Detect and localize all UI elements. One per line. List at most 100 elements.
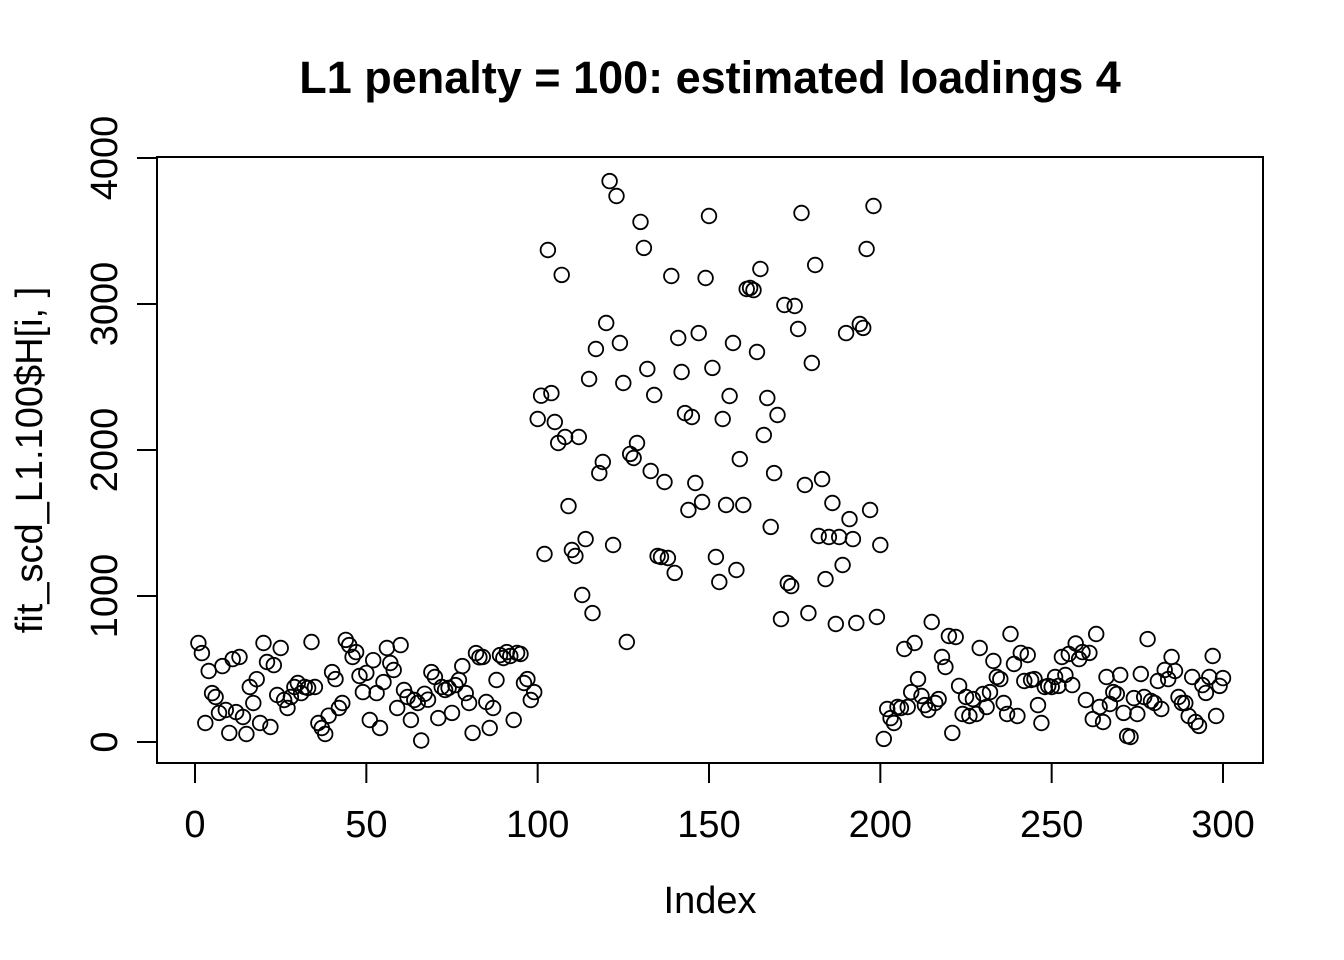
data-point [697, 269, 714, 287]
data-point [635, 239, 653, 257]
data-point [1108, 685, 1126, 703]
data-point [447, 676, 464, 694]
data-point [992, 670, 1009, 688]
data-point [961, 707, 978, 725]
data-point [933, 648, 951, 666]
data-point [683, 408, 701, 426]
data-point [721, 387, 738, 405]
data-point [611, 334, 629, 352]
data-point [646, 386, 663, 404]
data-point [707, 548, 725, 566]
data-point [714, 410, 731, 428]
data-point [735, 496, 752, 514]
data-point [1129, 705, 1146, 723]
data-point [505, 711, 522, 729]
data-point [488, 671, 505, 689]
data-point [670, 329, 687, 347]
data-point [207, 688, 224, 706]
data-point [827, 615, 845, 633]
data-point [841, 510, 858, 528]
data-point [553, 266, 570, 284]
data-point [673, 363, 690, 381]
data-point [385, 661, 402, 679]
data-point [1019, 646, 1036, 664]
data-point [779, 574, 797, 592]
data-point [724, 334, 742, 352]
data-point [690, 324, 707, 342]
data-point [622, 445, 639, 463]
data-point [693, 493, 711, 511]
data-point [772, 610, 790, 628]
data-point [639, 360, 656, 378]
data-point [1012, 644, 1030, 662]
data-point [783, 577, 800, 595]
data-point [652, 548, 670, 566]
data-point [796, 476, 814, 494]
data-point [964, 690, 982, 708]
x-tick-label: 100 [506, 804, 569, 846]
data-point [892, 699, 910, 717]
data-point [251, 714, 269, 732]
data-point [1098, 668, 1115, 686]
data-point [358, 664, 375, 682]
data-point [546, 413, 564, 431]
data-point [807, 256, 824, 274]
data-point [663, 267, 680, 285]
data-point [728, 561, 745, 579]
data-point [1046, 668, 1064, 686]
data-point [950, 677, 968, 695]
x-tick-label: 200 [849, 804, 912, 846]
data-point [1156, 661, 1173, 679]
data-point [512, 645, 529, 663]
data-point [909, 670, 927, 688]
data-point [365, 652, 382, 669]
data-point [1002, 625, 1019, 643]
data-point [906, 634, 923, 652]
data-point [1074, 643, 1091, 661]
x-tick-label: 0 [184, 804, 205, 846]
data-point [769, 406, 786, 424]
y-axis-label: fit_scd_L1.100$H[i, ] [9, 287, 51, 633]
data-point [858, 240, 875, 258]
data-point [327, 670, 344, 688]
y-tick-label: 0 [84, 731, 126, 752]
data-point [1190, 717, 1208, 735]
data-point [423, 663, 440, 681]
data-point [522, 691, 540, 709]
data-point [632, 213, 649, 231]
data-point [1166, 662, 1184, 680]
data-point [337, 631, 355, 649]
data-point [255, 634, 272, 652]
data-point [536, 545, 553, 563]
data-point [567, 547, 584, 565]
data-point [872, 536, 889, 554]
data-point [618, 633, 636, 651]
data-point [580, 370, 598, 388]
data-point [824, 494, 841, 512]
x-tick-label: 150 [677, 804, 740, 846]
data-point [666, 564, 683, 582]
data-point [848, 614, 865, 632]
data-point [1111, 666, 1129, 684]
data-point [844, 530, 862, 548]
data-point [1139, 630, 1156, 648]
data-point [1183, 668, 1201, 686]
data-point [221, 724, 238, 742]
data-point [1026, 670, 1043, 688]
y-tick-label: 4000 [84, 116, 126, 201]
data-point [347, 643, 365, 661]
data-point [457, 684, 474, 702]
data-point [615, 374, 632, 392]
data-point [875, 730, 893, 748]
data-point [515, 674, 533, 692]
data-point [587, 340, 605, 358]
data-point [334, 694, 351, 712]
data-point [793, 204, 810, 222]
data-point [704, 359, 721, 377]
data-point [443, 704, 461, 722]
data-point [865, 197, 882, 215]
data-point [899, 698, 916, 716]
data-point [529, 410, 546, 428]
data-point [1197, 684, 1215, 702]
